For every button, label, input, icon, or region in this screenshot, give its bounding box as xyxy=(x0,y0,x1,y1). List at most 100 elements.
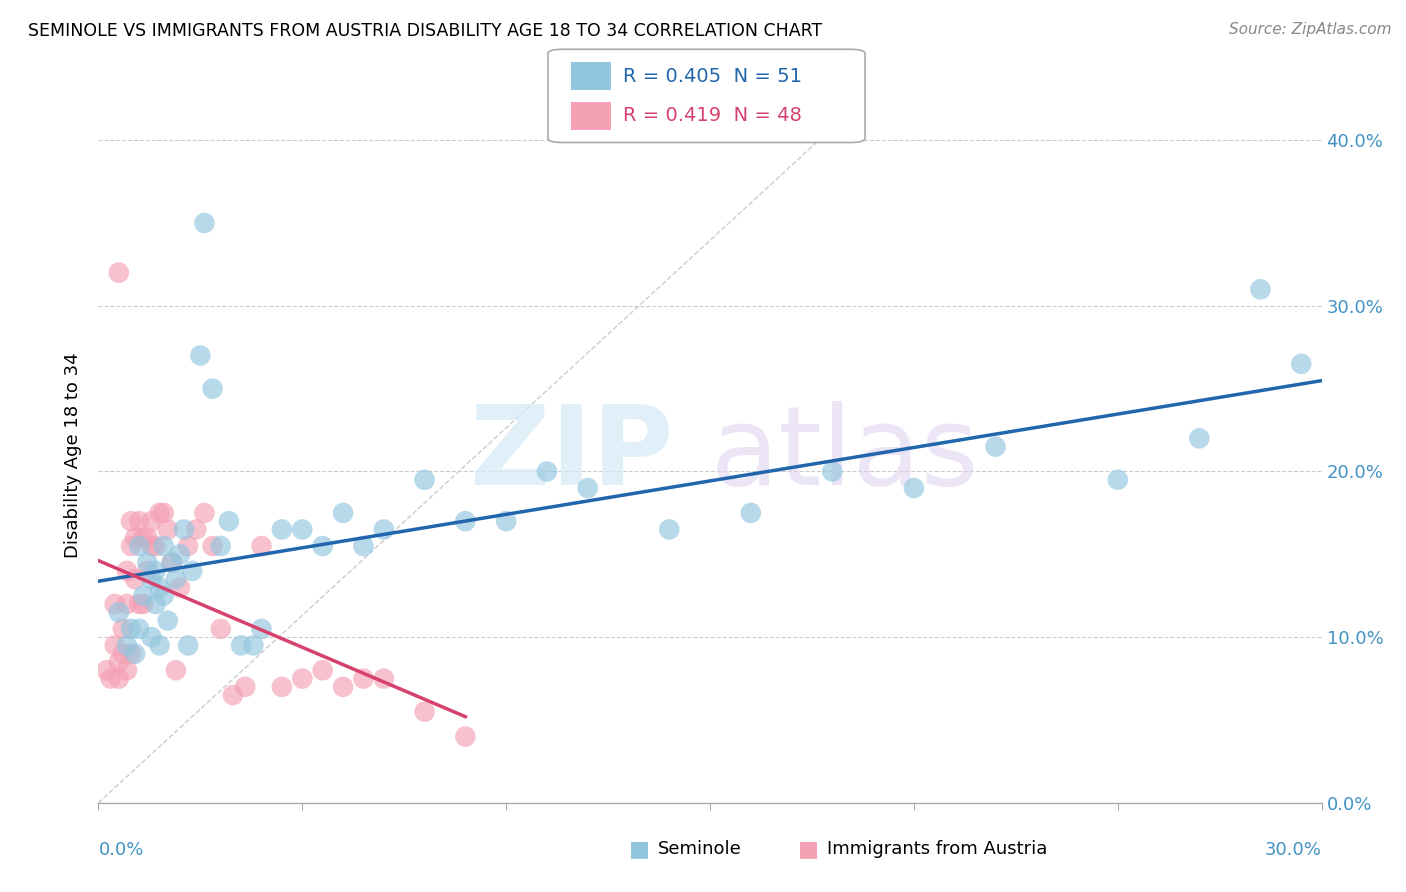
Bar xyxy=(571,102,612,130)
Point xyxy=(495,514,517,528)
Point xyxy=(96,663,118,677)
Point xyxy=(1107,473,1129,487)
Text: ZIP: ZIP xyxy=(470,401,673,508)
Point xyxy=(413,705,436,719)
Point xyxy=(152,539,174,553)
Point xyxy=(115,639,138,653)
Point xyxy=(128,539,150,553)
Text: SEMINOLE VS IMMIGRANTS FROM AUSTRIA DISABILITY AGE 18 TO 34 CORRELATION CHART: SEMINOLE VS IMMIGRANTS FROM AUSTRIA DISA… xyxy=(28,22,823,40)
Point xyxy=(156,523,179,537)
Point xyxy=(332,506,354,520)
Point xyxy=(160,556,183,570)
Text: ■: ■ xyxy=(630,839,650,859)
Point xyxy=(124,647,146,661)
Point xyxy=(108,266,131,280)
Point xyxy=(108,672,131,686)
Text: 0.0%: 0.0% xyxy=(98,841,143,859)
Point xyxy=(120,622,142,636)
Point xyxy=(104,597,127,611)
Point xyxy=(188,349,212,363)
Point xyxy=(141,539,163,553)
Text: ■: ■ xyxy=(799,839,818,859)
Point xyxy=(165,572,187,586)
Point xyxy=(136,564,159,578)
Point xyxy=(169,547,191,561)
Point xyxy=(201,382,224,396)
Point xyxy=(136,531,159,545)
Text: Immigrants from Austria: Immigrants from Austria xyxy=(827,840,1047,858)
Point xyxy=(128,622,150,636)
Point xyxy=(145,597,167,611)
Point xyxy=(332,680,354,694)
Point xyxy=(233,680,256,694)
Point xyxy=(145,539,167,553)
Text: Seminole: Seminole xyxy=(658,840,742,858)
Point xyxy=(373,523,395,537)
Point xyxy=(186,523,208,537)
Point xyxy=(149,639,172,653)
Point xyxy=(250,539,273,553)
Point xyxy=(177,639,200,653)
Point xyxy=(120,514,142,528)
Point xyxy=(193,506,215,520)
Point xyxy=(270,680,294,694)
Point xyxy=(1188,431,1211,445)
Point xyxy=(165,663,187,677)
Point xyxy=(984,440,1007,454)
Point xyxy=(120,647,142,661)
Point xyxy=(104,639,127,653)
Bar xyxy=(571,62,612,90)
Point xyxy=(160,556,183,570)
Point xyxy=(181,564,204,578)
Point xyxy=(124,531,146,545)
Point xyxy=(124,572,146,586)
Point xyxy=(821,465,844,479)
Point xyxy=(658,523,681,537)
Point xyxy=(193,216,215,230)
Point xyxy=(209,539,232,553)
Text: R = 0.405  N = 51: R = 0.405 N = 51 xyxy=(623,67,801,86)
Point xyxy=(231,639,253,653)
Point xyxy=(149,506,172,520)
Point xyxy=(1291,357,1313,371)
Point xyxy=(145,564,167,578)
Point xyxy=(270,523,294,537)
Point xyxy=(209,622,232,636)
Point xyxy=(152,589,174,603)
Point xyxy=(740,506,762,520)
Point xyxy=(201,539,224,553)
Point xyxy=(111,622,134,636)
Point xyxy=(141,630,163,644)
Text: 30.0%: 30.0% xyxy=(1265,841,1322,859)
Point xyxy=(242,639,264,653)
Point xyxy=(152,506,174,520)
FancyBboxPatch shape xyxy=(548,49,865,143)
Point xyxy=(352,672,374,686)
Point xyxy=(250,622,273,636)
Text: Source: ZipAtlas.com: Source: ZipAtlas.com xyxy=(1229,22,1392,37)
Point xyxy=(413,473,436,487)
Point xyxy=(454,514,477,528)
Point xyxy=(1249,282,1271,296)
Point xyxy=(132,597,155,611)
Point xyxy=(373,672,395,686)
Point xyxy=(141,572,163,586)
Point xyxy=(136,556,159,570)
Point xyxy=(156,614,179,628)
Point xyxy=(291,523,314,537)
Point xyxy=(352,539,374,553)
Point xyxy=(218,514,240,528)
Point xyxy=(169,581,191,595)
Point xyxy=(115,663,138,677)
Point xyxy=(222,688,245,702)
Point xyxy=(291,672,314,686)
Text: R = 0.419  N = 48: R = 0.419 N = 48 xyxy=(623,106,801,125)
Point xyxy=(128,597,150,611)
Point xyxy=(128,514,150,528)
Point xyxy=(536,465,558,479)
Text: atlas: atlas xyxy=(710,401,979,508)
Point xyxy=(132,589,155,603)
Point xyxy=(108,605,131,619)
Point xyxy=(312,539,335,553)
Point xyxy=(115,564,138,578)
